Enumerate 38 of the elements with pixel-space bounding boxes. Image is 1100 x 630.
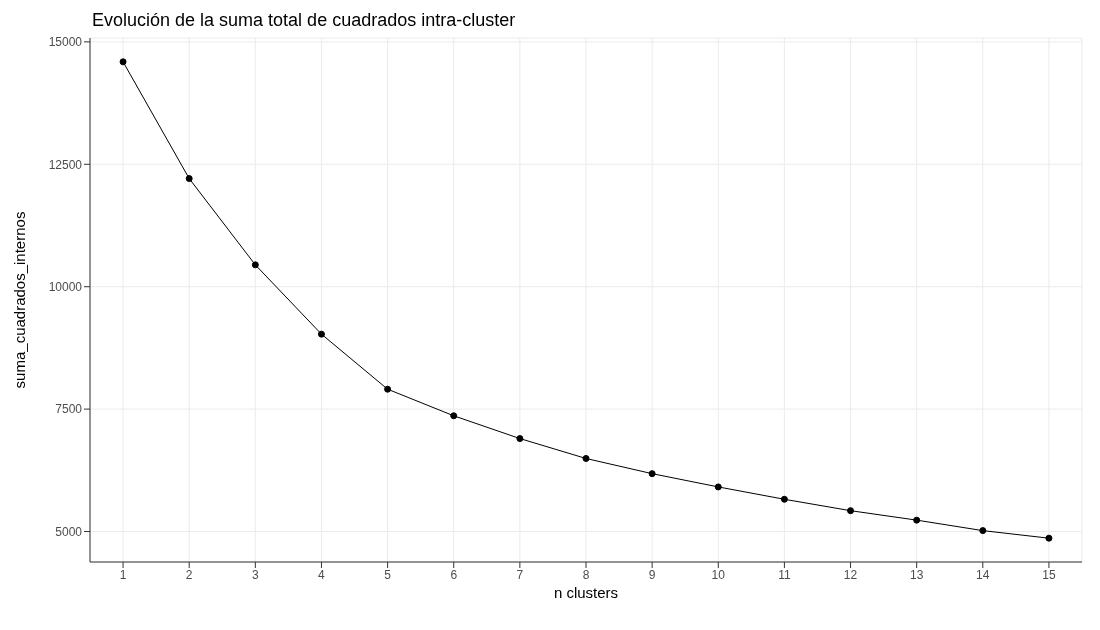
y-tick-label: 5000: [55, 524, 83, 539]
x-tick-label: 6: [450, 567, 458, 582]
y-tick-label: 7500: [55, 402, 83, 417]
x-tick-label: 9: [648, 567, 656, 582]
point: [979, 527, 987, 535]
x-tick-label: 12: [843, 567, 858, 582]
point: [648, 470, 656, 478]
x-tick-label: 8: [582, 567, 590, 582]
x-tick-label: 4: [318, 567, 326, 582]
point: [582, 454, 590, 462]
x-tick-label: 11: [778, 567, 791, 582]
x-tick-label: 14: [976, 567, 990, 582]
x-tick-label: 15: [1042, 567, 1056, 582]
point: [913, 516, 921, 524]
point: [251, 261, 259, 269]
x-tick-label: 13: [909, 567, 924, 582]
point: [780, 495, 788, 503]
y-tick-label: 10000: [48, 279, 83, 294]
x-tick-label: 10: [711, 567, 726, 582]
x-axis-title: n clusters: [553, 584, 619, 601]
x-tick-label: 3: [251, 567, 259, 582]
point: [516, 435, 524, 443]
point: [847, 507, 855, 515]
point: [450, 412, 458, 420]
y-tick-label: 12500: [48, 157, 83, 172]
point: [317, 330, 325, 338]
chart-title: Evolución de la suma total de cuadrados intra-cluster: [92, 10, 516, 31]
y-axis-title: suma_cuadrados_internos: [11, 211, 29, 389]
x-tick-label: 2: [185, 567, 193, 582]
x-tick-label: 5: [384, 567, 392, 582]
point: [185, 175, 193, 183]
point: [384, 385, 392, 393]
x-tick-label: 7: [516, 567, 524, 582]
point: [1045, 534, 1053, 542]
point: [119, 58, 127, 66]
point: [714, 483, 722, 491]
x-tick-label: 1: [119, 567, 127, 582]
y-tick-label: 15000: [48, 35, 83, 50]
